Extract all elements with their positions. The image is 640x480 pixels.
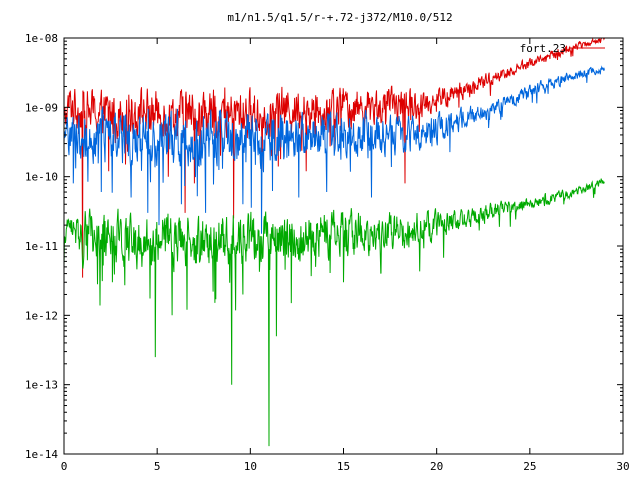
x-tick-label: 30 [616, 460, 629, 473]
legend-label: fort.23 [520, 42, 566, 55]
y-tick-label: 1e-13 [25, 379, 58, 392]
series-layer [63, 37, 605, 447]
x-tick-label: 25 [523, 460, 536, 473]
y-tick-label: 1e-10 [25, 171, 58, 184]
y-tick-label: 1e-14 [25, 448, 58, 461]
x-axis: 0 5 10 15 20 25 30 [61, 38, 630, 473]
legend: fort.23 [520, 42, 605, 55]
y-tick-label: 1e-12 [25, 309, 58, 322]
x-tick-label: 10 [244, 460, 257, 473]
y-tick-label: 1e-09 [25, 101, 58, 114]
x-tick-label: 5 [154, 460, 161, 473]
y-tick-label: 1e-08 [25, 32, 58, 45]
x-tick-label: 15 [337, 460, 350, 473]
y-axis: 1e-08 1e-09 1e-10 1e-11 1e-12 1e-13 1e-14 [25, 32, 623, 461]
series-line-3 [63, 178, 605, 447]
chart-title: m1/n1.5/q1.5/r-+.72-j372/M10.0/512 [227, 11, 452, 24]
series-line-2 [63, 65, 605, 234]
x-tick-label: 0 [61, 460, 68, 473]
x-tick-label: 20 [430, 460, 443, 473]
y-tick-label: 1e-11 [25, 240, 58, 253]
